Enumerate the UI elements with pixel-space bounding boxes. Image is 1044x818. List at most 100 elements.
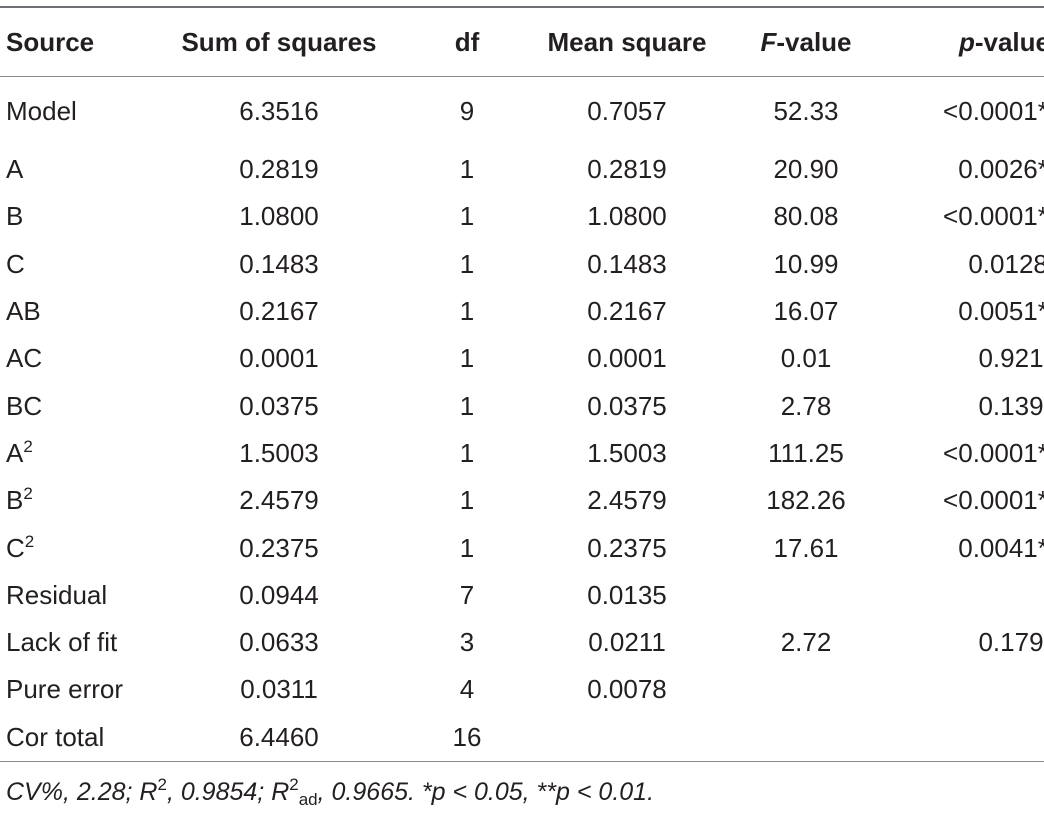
- cell-source-label: AC: [6, 343, 43, 374]
- anova-table: Source Sum of squares df Mean square F-v…: [0, 8, 1044, 761]
- cell-p-value: 0.0128*: [968, 248, 1044, 279]
- cell-source: C2: [0, 524, 156, 571]
- cell-sum-of-squares: 0.0311: [240, 674, 318, 705]
- cell-p-value: [890, 714, 1044, 761]
- cell-f-value: 111.25: [768, 437, 844, 468]
- cell-source: AC: [0, 335, 156, 382]
- table-row: B 1.0800 1 1.0800 80.08 <0.0001**: [0, 193, 1044, 240]
- cell-df: 7: [459, 579, 475, 610]
- cell-p-value: [890, 666, 1044, 713]
- cell-p-value: <0.0001**: [943, 201, 1044, 232]
- cell-source-label: C: [6, 532, 25, 563]
- cell-sum-of-squares: 0.2167: [239, 296, 319, 327]
- cell-sum-of-squares: 2.4579: [239, 485, 319, 516]
- cell-df: 1: [459, 296, 475, 327]
- cell-source-label: Residual: [6, 579, 108, 610]
- table-top-rule: [0, 6, 1044, 8]
- cell-source: A: [0, 146, 156, 193]
- cell-sum-of-squares: 6.3516: [239, 95, 319, 126]
- cell-source-label: Lack of fit: [6, 627, 118, 658]
- cell-f-value: 2.72: [780, 627, 832, 658]
- cell-source-label: AB: [6, 296, 41, 327]
- cell-df: 1: [459, 437, 475, 468]
- cell-mean-square: 2.4579: [587, 485, 667, 516]
- cell-source-label: C: [6, 248, 25, 279]
- cell-df: 1: [459, 343, 475, 374]
- cell-source: Lack of fit: [0, 619, 156, 666]
- cell-f-value: 182.26: [766, 485, 846, 516]
- footnote-r2adj-value: , 0.9665. *p < 0.05, **p < 0.01.: [317, 778, 655, 806]
- cell-source-label: Pure error: [6, 674, 124, 705]
- table-row: Model 6.3516 9 0.7057 52.33 <0.0001**: [0, 76, 1044, 146]
- cell-p-value: <0.0001**: [943, 95, 1044, 126]
- table-row: Pure error 0.0311 4 0.0078: [0, 666, 1044, 713]
- cell-sum-of-squares: 0.2375: [239, 532, 319, 563]
- cell-source-label: B: [6, 201, 24, 232]
- cell-sum-of-squares: 0.1483: [239, 248, 319, 279]
- footnote-r2adj-letter: R: [271, 778, 290, 806]
- header-p-letter: p: [958, 26, 975, 57]
- cell-sum-of-squares: 0.0944: [239, 579, 319, 610]
- cell-p-value: 0.9210: [978, 343, 1044, 374]
- cell-mean-square: 0.1483: [587, 248, 667, 279]
- cell-source: A2: [0, 430, 156, 477]
- cell-mean-square: 0.0135: [587, 579, 667, 610]
- table-row: Residual 0.0944 7 0.0135: [0, 572, 1044, 619]
- footnote-cv: CV%, 2.28;: [6, 778, 140, 806]
- table-row: B2 2.4579 1 2.4579 182.26 <0.0001**: [0, 477, 1044, 524]
- cell-f-value: [722, 572, 890, 619]
- cell-p-value: <0.0001**: [943, 485, 1044, 516]
- cell-f-value: 0.01: [780, 343, 832, 374]
- table-row: BC 0.0375 1 0.0375 2.78 0.1395: [0, 382, 1044, 429]
- cell-f-value: 16.07: [773, 296, 839, 327]
- header-p-value: p-value: [890, 8, 1044, 76]
- cell-df: 9: [459, 95, 475, 126]
- table-body: Model 6.3516 9 0.7057 52.33 <0.0001** A 0.2819 1…: [0, 76, 1044, 761]
- cell-df: 1: [459, 485, 475, 516]
- cell-df: 1: [459, 390, 475, 421]
- cell-sum-of-squares: 1.5003: [239, 437, 319, 468]
- table-row: C2 0.2375 1 0.2375 17.61 0.0041**: [0, 524, 1044, 571]
- table-bottom-rule: [0, 761, 1044, 762]
- cell-source: AB: [0, 288, 156, 335]
- table-row: C 0.1483 1 0.1483 10.99 0.0128*: [0, 241, 1044, 288]
- header-f-letter: F: [760, 26, 777, 57]
- cell-source: B: [0, 193, 156, 240]
- cell-mean-square: 0.2819: [587, 154, 667, 185]
- cell-f-value: [722, 714, 890, 761]
- cell-mean-square: 0.0375: [587, 390, 667, 421]
- cell-source: B2: [0, 477, 156, 524]
- cell-mean-square: 0.7057: [587, 95, 667, 126]
- cell-sum-of-squares: 0.0001: [239, 343, 319, 374]
- cell-source-label: Model: [6, 95, 77, 126]
- cell-df: 3: [459, 627, 475, 658]
- cell-source: C: [0, 241, 156, 288]
- footnote-r2-letter: R: [139, 778, 158, 806]
- cell-source: Cor total: [0, 714, 156, 761]
- cell-p-value: 0.0051**: [958, 296, 1044, 327]
- cell-p-value: <0.0001**: [943, 437, 1044, 468]
- header-sum-of-squares: Sum of squares: [181, 26, 377, 57]
- cell-mean-square: 0.0078: [587, 674, 667, 705]
- cell-p-value: 0.0026**: [958, 154, 1044, 185]
- header-mean-square: Mean square: [547, 26, 707, 57]
- cell-p-value: 0.1395: [978, 390, 1044, 421]
- cell-sum-of-squares: 0.2819: [239, 154, 319, 185]
- cell-f-value: [722, 666, 890, 713]
- cell-df: 16: [452, 721, 482, 752]
- cell-source: Model: [0, 76, 156, 146]
- cell-p-value: [890, 572, 1044, 619]
- header-p-rest: -value: [974, 26, 1044, 57]
- header-f-rest: -value: [776, 26, 852, 57]
- cell-source-label: A: [6, 154, 24, 185]
- footnote-r2-sup: 2: [157, 775, 167, 794]
- table-row: Lack of fit 0.0633 3 0.0211 2.72 0.1793: [0, 619, 1044, 666]
- table-header-row: Source Sum of squares df Mean square F-v…: [0, 8, 1044, 76]
- cell-source-label: BC: [6, 390, 43, 421]
- table-row: AC 0.0001 1 0.0001 0.01 0.9210: [0, 335, 1044, 382]
- cell-sum-of-squares: 6.4460: [239, 721, 319, 752]
- cell-df: 1: [459, 248, 475, 279]
- cell-source-superscript: 2: [23, 436, 33, 456]
- header-f-value: F-value: [722, 8, 890, 76]
- header-source: Source: [6, 26, 95, 57]
